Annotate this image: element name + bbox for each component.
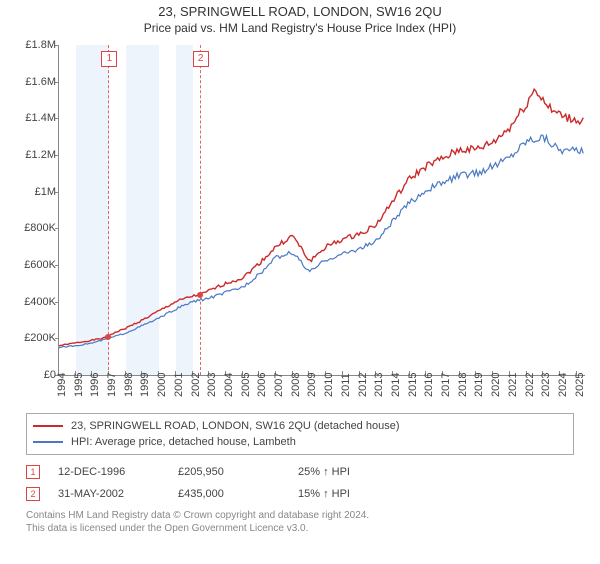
chart-title: 23, SPRINGWELL ROAD, LONDON, SW16 2QU [0, 4, 600, 19]
transaction-price: £205,950 [178, 466, 298, 478]
y-axis-label: £200K [24, 332, 56, 344]
transaction-row: 2 31-MAY-2002£435,00015% ↑ HPI [26, 483, 574, 505]
x-axis-label: 2015 [407, 373, 419, 397]
x-axis-label: 1998 [123, 373, 135, 397]
x-axis-label: 2022 [524, 373, 536, 397]
x-axis-label: 2001 [173, 373, 185, 397]
x-axis-label: 2017 [440, 373, 452, 397]
transaction-row: 1 12-DEC-1996£205,95025% ↑ HPI [26, 461, 574, 483]
y-axis-label: £800K [24, 222, 56, 234]
transaction-price: £435,000 [178, 488, 298, 500]
x-axis-label: 2020 [490, 373, 502, 397]
chart-subtitle: Price paid vs. HM Land Registry's House … [0, 21, 600, 35]
legend-label: 23, SPRINGWELL ROAD, LONDON, SW16 2QU (d… [71, 420, 400, 432]
x-axis-label: 2006 [256, 373, 268, 397]
series-price_paid [59, 89, 583, 346]
y-axis-label: £1.2M [25, 149, 56, 161]
x-axis-label: 1997 [106, 373, 118, 397]
x-axis-label: 2018 [457, 373, 469, 397]
marker-dot [197, 292, 203, 298]
y-axis-label: £0 [44, 369, 56, 381]
y-axis-label: £1.4M [25, 112, 56, 124]
x-axis-label: 2009 [306, 373, 318, 397]
legend-row: 23, SPRINGWELL ROAD, LONDON, SW16 2QU (d… [33, 418, 567, 434]
transaction-delta: 25% ↑ HPI [298, 466, 418, 478]
y-axis-label: £1.8M [25, 39, 56, 51]
transaction-delta: 15% ↑ HPI [298, 488, 418, 500]
marker-dash [108, 45, 109, 375]
footer: Contains HM Land Registry data © Crown c… [26, 509, 574, 535]
x-axis-label: 2000 [156, 373, 168, 397]
legend-row: HPI: Average price, detached house, Lamb… [33, 434, 567, 450]
y-axis-label: £1M [35, 186, 56, 198]
x-axis-label: 2011 [340, 373, 352, 397]
x-axis-label: 2014 [390, 373, 402, 397]
x-axis-label: 2021 [507, 373, 519, 397]
x-axis-label: 2012 [357, 373, 369, 397]
x-axis-label: 2013 [373, 373, 385, 397]
legend-label: HPI: Average price, detached house, Lamb… [71, 436, 296, 448]
transaction-marker: 1 [26, 465, 40, 479]
x-axis-label: 1994 [56, 373, 68, 397]
x-axis-label: 2024 [557, 373, 569, 397]
transaction-date: 12-DEC-1996 [58, 466, 178, 478]
marker-dot [105, 334, 111, 340]
chart-marker: 2 [193, 51, 209, 67]
x-axis-label: 2025 [574, 373, 586, 397]
footer-line1: Contains HM Land Registry data © Crown c… [26, 509, 574, 522]
footer-line2: This data is licensed under the Open Gov… [26, 522, 574, 535]
y-axis-label: £600K [24, 259, 56, 271]
x-axis-label: 1995 [73, 373, 85, 397]
legend-swatch [33, 425, 63, 427]
chart-lines [59, 45, 585, 375]
x-axis-label: 2004 [223, 373, 235, 397]
x-axis-label: 2023 [540, 373, 552, 397]
marker-dash [200, 45, 201, 375]
x-axis-label: 2005 [240, 373, 252, 397]
transaction-marker: 2 [26, 487, 40, 501]
x-axis-label: 2002 [190, 373, 202, 397]
legend-swatch [33, 441, 63, 443]
plot-area: 12 [58, 45, 585, 376]
x-axis-label: 2007 [273, 373, 285, 397]
chart-marker: 1 [101, 51, 117, 67]
series-hpi [59, 135, 583, 348]
y-axis-label: £400K [24, 296, 56, 308]
transaction-date: 31-MAY-2002 [58, 488, 178, 500]
x-axis-label: 1999 [139, 373, 151, 397]
x-axis-label: 2003 [206, 373, 218, 397]
transactions-list: 1 12-DEC-1996£205,95025% ↑ HPI 2 31-MAY-200… [26, 461, 574, 505]
x-axis-label: 1996 [89, 373, 101, 397]
y-axis-label: £1.6M [25, 76, 56, 88]
chart: 12 £0£200K£400K£600K£800K£1M£1.2M£1.4M£1… [10, 41, 590, 411]
legend: 23, SPRINGWELL ROAD, LONDON, SW16 2QU (d… [26, 413, 574, 455]
x-axis-label: 2019 [473, 373, 485, 397]
x-axis-label: 2008 [290, 373, 302, 397]
x-axis-label: 2016 [423, 373, 435, 397]
x-axis-label: 2010 [323, 373, 335, 397]
